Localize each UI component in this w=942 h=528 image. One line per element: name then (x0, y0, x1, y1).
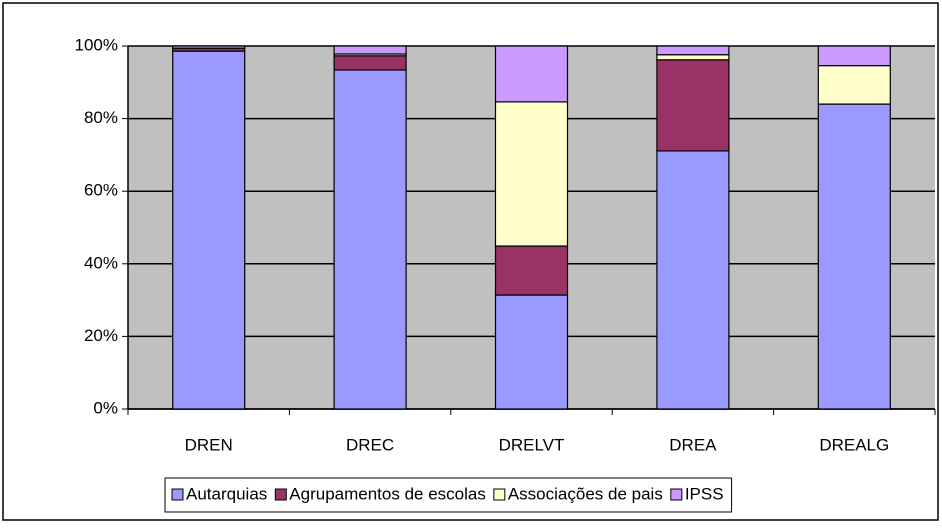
bar-segment (494, 45, 569, 103)
y-tick-label: 80% (84, 108, 118, 127)
legend-label: Agrupamentos de escolas (289, 484, 486, 503)
bar-segment (656, 59, 730, 152)
bar-segment (494, 101, 569, 247)
bar-segment (656, 45, 730, 56)
x-tick-label: DREC (346, 435, 394, 454)
bar-segment (333, 45, 407, 55)
bar-segment (656, 54, 730, 61)
legend-swatch (274, 488, 287, 501)
legend-label: Associações de pais (508, 484, 663, 503)
x-tick-label: DREA (669, 435, 717, 454)
x-tick-label: DREN (185, 435, 233, 454)
y-tick-label: 20% (84, 326, 118, 345)
bar-segment (494, 294, 569, 410)
y-tick-label: 100% (75, 35, 118, 54)
bar-segment (333, 69, 407, 410)
y-tick-label: 60% (84, 181, 118, 200)
bar-segment (333, 55, 407, 71)
bar-segment (817, 103, 891, 410)
bar-segment (817, 65, 891, 105)
bar-segment (656, 150, 730, 410)
bar-segment (494, 245, 569, 296)
legend-swatch (670, 488, 683, 501)
bar-segment (172, 50, 246, 410)
legend-swatch (493, 488, 506, 501)
legend-label: IPSS (685, 484, 724, 503)
y-tick-label: 0% (93, 398, 118, 417)
bar-segment (817, 45, 891, 67)
bar-segment (172, 45, 246, 49)
x-tick-label: DREALG (819, 435, 889, 454)
legend-label: Autarquias (186, 484, 267, 503)
x-tick-label: DRELVT (499, 435, 565, 454)
legend-swatch (171, 488, 184, 501)
y-tick-label: 40% (84, 253, 118, 272)
legend-box (164, 477, 733, 513)
